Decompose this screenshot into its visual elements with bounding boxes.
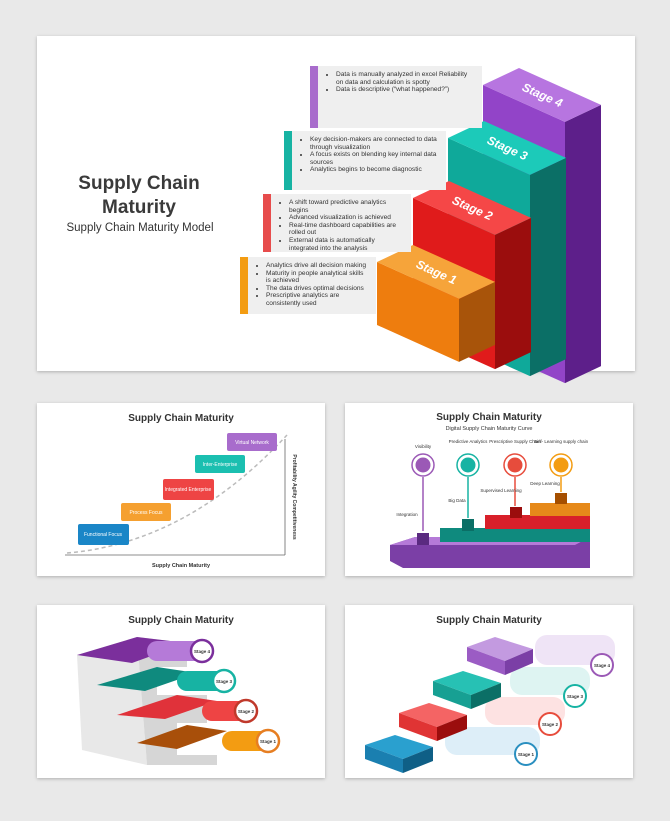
bullet: Data is descriptive (“what happened?”) <box>336 86 476 94</box>
stage-label: Stage 1 <box>260 739 277 744</box>
stage-label: Stage 3 <box>216 679 233 684</box>
y-axis-label: Profitability Agility Competitiveness <box>291 454 297 540</box>
stage-label: Stage 2 <box>238 709 255 714</box>
stage-label: Stage 4 <box>194 649 211 654</box>
step-box <box>163 479 214 500</box>
thumb-1: Supply Chain Maturity Functional Focus P… <box>65 413 297 569</box>
slide-subtitle: Supply Chain Maturity Model <box>66 222 214 234</box>
block-side <box>459 281 495 362</box>
step-block <box>485 515 590 529</box>
bullet: Analytics drive all decision making <box>266 262 370 270</box>
step-label: Integration <box>396 512 418 517</box>
callout-box: Key decision-makers are connected to dat… <box>292 131 446 190</box>
stage-label: Stage 1 <box>518 752 535 757</box>
stair-top <box>97 667 197 691</box>
block-side <box>565 104 601 384</box>
cube <box>417 533 429 545</box>
thumb-subtitle: Digital Supply Chain Maturity Curve <box>446 426 533 432</box>
block-top <box>448 121 566 175</box>
step-label: Integrated Enterprise <box>165 487 212 493</box>
bullet: Prescriptive analytics are consistently … <box>266 292 370 307</box>
bullet: Real-time dashboard capabilities are rol… <box>289 222 405 237</box>
top-label: Visibility <box>415 444 432 449</box>
thumb-2: Supply Chain Maturity Digital Supply Cha… <box>390 412 590 568</box>
stage-label: Stage 3 <box>567 694 584 699</box>
bullet: Advanced visualization is achieved <box>289 214 405 222</box>
step-block <box>440 528 590 542</box>
top-label: Predictive Analytics <box>449 439 489 444</box>
callout-box: Analytics drive all decision makingMatur… <box>248 257 376 314</box>
step-label: Big Data <box>448 498 466 503</box>
callout-bar <box>240 257 248 314</box>
callout-box: A shift toward predictive analytics begi… <box>271 194 411 252</box>
thumb-3: Supply Chain Maturity Stage 4 Stage 3 St… <box>77 615 281 765</box>
block-top <box>413 181 531 235</box>
callout-bar <box>263 194 271 252</box>
cube <box>462 519 474 531</box>
step-label: Deep Learning <box>530 481 560 486</box>
bullet-list: A shift toward predictive analytics begi… <box>271 194 411 252</box>
bullet: Data is manually analyzed in excel Relia… <box>336 71 476 86</box>
bullet: External data is automatically integrate… <box>289 237 405 252</box>
bullet-list: Key decision-makers are connected to dat… <box>292 131 446 174</box>
bullet: Key decision-makers are connected to dat… <box>310 136 440 151</box>
thumb-title: Supply Chain Maturity <box>436 412 542 423</box>
block-side <box>530 157 566 377</box>
bullet: A focus exists on blending key internal … <box>310 151 440 166</box>
step-label: Functional Focus <box>84 532 123 538</box>
block-top <box>377 245 495 299</box>
thumb-title: Supply Chain Maturity <box>436 615 542 626</box>
stair-top <box>137 725 227 749</box>
stair-top <box>117 695 217 719</box>
callout-bar <box>284 131 292 190</box>
step-box <box>121 503 171 521</box>
step-block <box>530 503 590 516</box>
x-axis-label: Supply Chain Maturity <box>152 563 211 569</box>
bullet: Analytics begins to become diagnostic <box>310 166 440 174</box>
step-label: Inter-Enterprise <box>203 462 238 468</box>
top-label: Prescriptive Supply Chain <box>489 439 541 444</box>
curve <box>66 434 288 554</box>
cube <box>555 493 567 504</box>
step-box <box>78 524 129 545</box>
stage-label: Stage 2 <box>542 722 559 727</box>
stage-label: Stage 4 <box>594 663 611 668</box>
step-box <box>195 455 245 473</box>
cube <box>510 507 522 518</box>
bullet: Maturity in people analytical skills is … <box>266 270 370 285</box>
step-label: Supervised Learning <box>480 488 522 493</box>
bullet-list: Analytics drive all decision makingMatur… <box>248 257 376 308</box>
bullet-list: Data is manually analyzed in excel Relia… <box>318 66 482 94</box>
bullet: The data drives optimal decisions <box>266 285 370 293</box>
thumb-title: Supply Chain Maturity <box>128 413 234 424</box>
stair-side <box>77 637 147 765</box>
block-side <box>495 217 531 370</box>
thumb-title: Supply Chain Maturity <box>128 615 234 626</box>
step-box <box>227 433 277 451</box>
callout-bar <box>310 66 318 128</box>
thumb-4: Supply Chain Maturity Stage 4 Stage 3 St… <box>365 615 615 773</box>
callout-box: Data is manually analyzed in excel Relia… <box>318 66 482 128</box>
block-front <box>377 262 459 362</box>
step-label: Virtual Network <box>235 440 269 446</box>
slide-title: Supply Chain Maturity <box>78 173 200 218</box>
top-label: Self- Learning supply chain <box>534 439 589 444</box>
bullet: A shift toward predictive analytics begi… <box>289 199 405 214</box>
block-top <box>483 68 601 122</box>
step-label: Process Focus <box>129 510 163 516</box>
